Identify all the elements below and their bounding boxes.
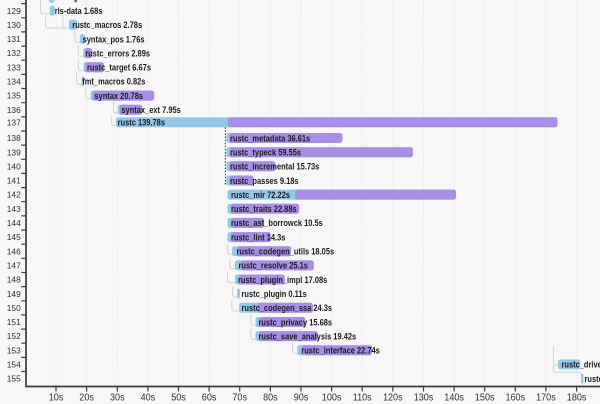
svg-text:40s: 40s xyxy=(141,392,156,404)
svg-text:rustc 139.78s: rustc 139.78s xyxy=(118,117,166,128)
svg-text:100s: 100s xyxy=(322,392,342,404)
svg-text:20s: 20s xyxy=(79,392,94,404)
svg-text:rustc_mir 72.22s: rustc_mir 72.22s xyxy=(231,189,290,200)
svg-text:152: 152 xyxy=(7,331,21,341)
svg-text:rustc 1.2s: rustc 1.2s xyxy=(585,373,600,384)
svg-text:90s: 90s xyxy=(294,392,309,404)
svg-text:153: 153 xyxy=(7,345,21,355)
svg-text:149: 149 xyxy=(7,289,21,299)
svg-text:rustc_macros 2.78s: rustc_macros 2.78s xyxy=(72,19,142,30)
svg-text:131: 131 xyxy=(7,34,21,44)
svg-text:151: 151 xyxy=(7,317,21,327)
svg-text:150s: 150s xyxy=(475,392,495,404)
svg-text:139: 139 xyxy=(7,147,21,157)
svg-text:rustc_incremental 15.73s: rustc_incremental 15.73s xyxy=(230,161,320,172)
svg-text:syntax_ext 7.95s: syntax_ext 7.95s xyxy=(121,104,181,115)
svg-text:10s: 10s xyxy=(49,392,64,404)
svg-text:rustc_privacy 15.68s: rustc_privacy 15.68s xyxy=(259,316,333,327)
svg-text:170s: 170s xyxy=(536,392,556,404)
svg-text:rustc_driver 7.39s: rustc_driver 7.39s xyxy=(562,359,600,370)
svg-text:rustc_interface 22.74s: rustc_interface 22.74s xyxy=(301,345,380,356)
svg-text:142: 142 xyxy=(7,190,21,200)
svg-text:148: 148 xyxy=(7,275,21,285)
svg-text:rustc_codegen_ssa 24.3s: rustc_codegen_ssa 24.3s xyxy=(242,302,333,313)
svg-text:145: 145 xyxy=(7,232,21,242)
svg-text:rustc_target 6.67s: rustc_target 6.67s xyxy=(87,62,151,73)
svg-text:150: 150 xyxy=(7,303,21,313)
svg-text:143: 143 xyxy=(7,204,21,214)
svg-text:155: 155 xyxy=(7,374,21,384)
svg-text:154: 154 xyxy=(7,359,21,369)
svg-text:rustc_ast_borrowck 10.5s: rustc_ast_borrowck 10.5s xyxy=(231,217,323,228)
svg-text:135: 135 xyxy=(7,91,21,101)
svg-text:130s: 130s xyxy=(414,392,434,404)
svg-text:rls-data 1.68s: rls-data 1.68s xyxy=(55,5,103,16)
svg-text:130: 130 xyxy=(7,20,21,30)
svg-text:fmt_macros 0.82s: fmt_macros 0.82s xyxy=(82,76,145,87)
svg-text:rustc_codegen_utils 18.05s: rustc_codegen_utils 18.05s xyxy=(237,246,335,257)
svg-text:rustc_lint 14.3s: rustc_lint 14.3s xyxy=(231,231,286,242)
svg-text:133: 133 xyxy=(7,62,21,72)
svg-text:rustc_typeck 59.55s: rustc_typeck 59.55s xyxy=(230,147,301,158)
svg-text:rustc_resolve 25.1s: rustc_resolve 25.1s xyxy=(239,260,309,271)
svg-text:110s: 110s xyxy=(353,392,372,404)
svg-text:30s: 30s xyxy=(110,392,125,404)
svg-text:rustc_errors 2.89s: rustc_errors 2.89s xyxy=(85,47,150,58)
svg-text:147: 147 xyxy=(7,260,21,270)
svg-text:syntax_pos 1.76s: syntax_pos 1.76s xyxy=(83,33,145,44)
svg-text:80s: 80s xyxy=(263,392,278,404)
svg-text:120s: 120s xyxy=(383,392,403,404)
svg-text:129: 129 xyxy=(7,6,21,16)
svg-text:60s: 60s xyxy=(202,392,217,404)
svg-text:144: 144 xyxy=(7,218,21,228)
svg-text:134: 134 xyxy=(7,76,21,86)
svg-text:140s: 140s xyxy=(444,392,464,404)
svg-text:141: 141 xyxy=(7,176,21,186)
svg-text:rustc_save_analysis 19.42s: rustc_save_analysis 19.42s xyxy=(259,330,357,341)
svg-text:rustc_plugin_impl 17.08s: rustc_plugin_impl 17.08s xyxy=(238,274,328,285)
svg-text:136: 136 xyxy=(7,105,21,115)
svg-text:70s: 70s xyxy=(232,392,247,404)
svg-text:160s: 160s xyxy=(505,392,525,404)
svg-text:rustc_metadata 36.61s: rustc_metadata 36.61s xyxy=(230,132,310,143)
svg-text:138: 138 xyxy=(7,133,21,143)
svg-text:146: 146 xyxy=(7,246,21,256)
svg-text:132: 132 xyxy=(7,48,21,58)
svg-text:140: 140 xyxy=(7,161,21,171)
svg-text:rustc_traits 22.88s: rustc_traits 22.88s xyxy=(231,203,297,214)
svg-text:syntax 20.78s: syntax 20.78s xyxy=(94,90,143,101)
svg-text:rustc_passes 9.18s: rustc_passes 9.18s xyxy=(230,175,299,186)
svg-text:180s: 180s xyxy=(567,392,587,404)
svg-text:137: 137 xyxy=(7,117,21,127)
svg-text:50s: 50s xyxy=(171,392,186,404)
svg-text:rustc_plugin 0.11s: rustc_plugin 0.11s xyxy=(242,288,307,299)
